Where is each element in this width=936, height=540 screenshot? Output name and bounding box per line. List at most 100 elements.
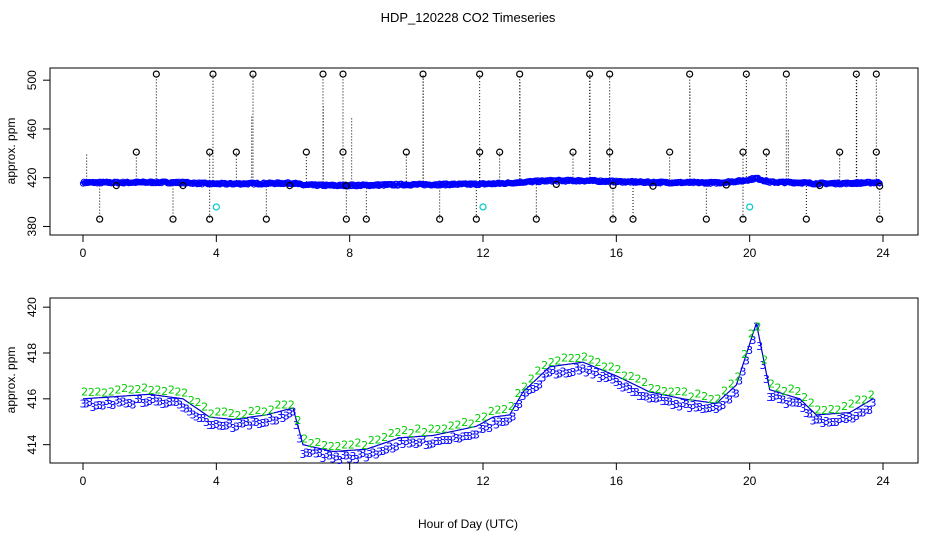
- spike-point: [179, 182, 187, 190]
- series-3-point: 3: [103, 395, 110, 408]
- series-3-point: 3: [510, 410, 517, 423]
- series-2-point: 2: [601, 360, 608, 373]
- series-3-point: 3: [320, 452, 327, 465]
- series-3-point: 3: [646, 392, 653, 405]
- y-tick-label: 500: [25, 70, 39, 90]
- series-2-point: 2: [595, 356, 602, 369]
- series-3-point: 3: [410, 436, 417, 449]
- series-3-point: 3: [113, 395, 120, 408]
- series-3-point: 3: [433, 435, 440, 448]
- series-3-point: 3: [633, 386, 640, 399]
- series-3-point: 3: [620, 382, 627, 395]
- series-3-point: 3: [483, 421, 490, 434]
- series-3-point: 3: [480, 423, 487, 436]
- series-2-point: 2: [495, 403, 502, 416]
- series-3-point: 3: [803, 407, 810, 420]
- series-3-point: 3: [710, 401, 717, 414]
- spike-point: [649, 182, 657, 190]
- y-tick-label: 414: [25, 434, 39, 454]
- series-3-point: 3: [810, 415, 817, 428]
- series-3-point: 3: [683, 398, 690, 411]
- series-3-point: 3: [90, 401, 97, 414]
- spike-point: [586, 70, 594, 78]
- spike-point: [362, 215, 370, 223]
- upper-marks: [79, 70, 884, 223]
- series-3-point: 3: [720, 399, 727, 412]
- spike-point: [342, 215, 350, 223]
- spike-point: [802, 215, 810, 223]
- series-3-point: 3: [783, 398, 790, 411]
- lower-marks: 3333333333333333333333333333333333333333…: [80, 321, 877, 467]
- spike-point: [629, 215, 637, 223]
- series-3-point: 3: [216, 419, 223, 432]
- series-2-point: 2: [655, 383, 662, 396]
- series-3-point: 3: [616, 379, 623, 392]
- spike-point: [96, 215, 104, 223]
- x-tick-label: 8: [346, 474, 353, 488]
- series-2-point: 2: [248, 405, 255, 418]
- series-2-point: 2: [468, 418, 475, 431]
- x-tick-label: 4: [213, 246, 220, 260]
- series-2-point: 2: [455, 418, 462, 431]
- series-2-point: 2: [508, 400, 515, 413]
- series-3-point: 3: [396, 435, 403, 448]
- x-tick-label: 4: [213, 474, 220, 488]
- series-3-point: 3: [653, 393, 660, 406]
- spike-point: [606, 148, 614, 156]
- series-2-point: 2: [235, 409, 242, 422]
- series-3-point: 3: [133, 393, 140, 406]
- series-3-point: 3: [570, 366, 577, 379]
- data-point: [874, 178, 882, 186]
- spike-point: [209, 70, 217, 78]
- series-3-point: 3: [250, 415, 257, 428]
- series-2-point: 2: [488, 405, 495, 418]
- series-3-point: 3: [466, 430, 473, 443]
- series-3-point: 3: [206, 419, 213, 432]
- series-3-point: 3: [183, 402, 190, 415]
- series-3-point: 3: [563, 367, 570, 380]
- series-3-point: 3: [673, 398, 680, 411]
- series-3-point: 3: [193, 410, 200, 423]
- series-2-point: 2: [108, 386, 115, 399]
- series-3-point: 3: [860, 407, 867, 420]
- series-3-point: 3: [473, 429, 480, 442]
- x-tick-label: 12: [476, 474, 490, 488]
- series-3-point: 3: [553, 368, 560, 381]
- series-2-point: 2: [308, 437, 315, 450]
- series-3-point: 3: [226, 418, 233, 431]
- series-3-point: 3: [200, 412, 207, 425]
- series-2-point: 2: [475, 412, 482, 425]
- series-2-point: 2: [561, 352, 568, 365]
- series-3-point: 3: [300, 448, 307, 461]
- upper-y-axis-label: approx. ppm: [4, 118, 18, 185]
- spike-point: [609, 215, 617, 223]
- series-2-point: 2: [788, 382, 795, 395]
- series-3-point: 3: [406, 437, 413, 450]
- spike-point: [132, 148, 140, 156]
- series-3-point: 3: [670, 399, 677, 412]
- spike-point: [302, 148, 310, 156]
- lower-y-ticks: 414 416 418 420: [25, 297, 50, 455]
- series-3-point: 3: [626, 383, 633, 396]
- series-3-point: 3: [840, 412, 847, 425]
- x-axis-label: Hour of Day (UTC): [418, 517, 518, 531]
- mean-line: [82, 323, 874, 453]
- spike-point: [249, 70, 257, 78]
- series-2-point: 2: [721, 384, 728, 397]
- cyan-point: [479, 203, 487, 211]
- series-3-point: 3: [833, 416, 840, 429]
- series-3-point: 3: [446, 434, 453, 447]
- series-3-point: 3: [330, 453, 337, 466]
- series-2-point: 2: [461, 416, 468, 429]
- series-2-point: 2: [288, 398, 295, 411]
- series-3-point: 3: [380, 445, 387, 458]
- y-tick-label: 460: [25, 119, 39, 139]
- spike-point: [319, 70, 327, 78]
- cyan-point: [746, 203, 754, 211]
- series-3-point: 3: [566, 367, 573, 380]
- series-3-point: 3: [793, 396, 800, 409]
- spike-point: [666, 148, 674, 156]
- spike-point: [762, 148, 770, 156]
- series-3-point: 3: [153, 395, 160, 408]
